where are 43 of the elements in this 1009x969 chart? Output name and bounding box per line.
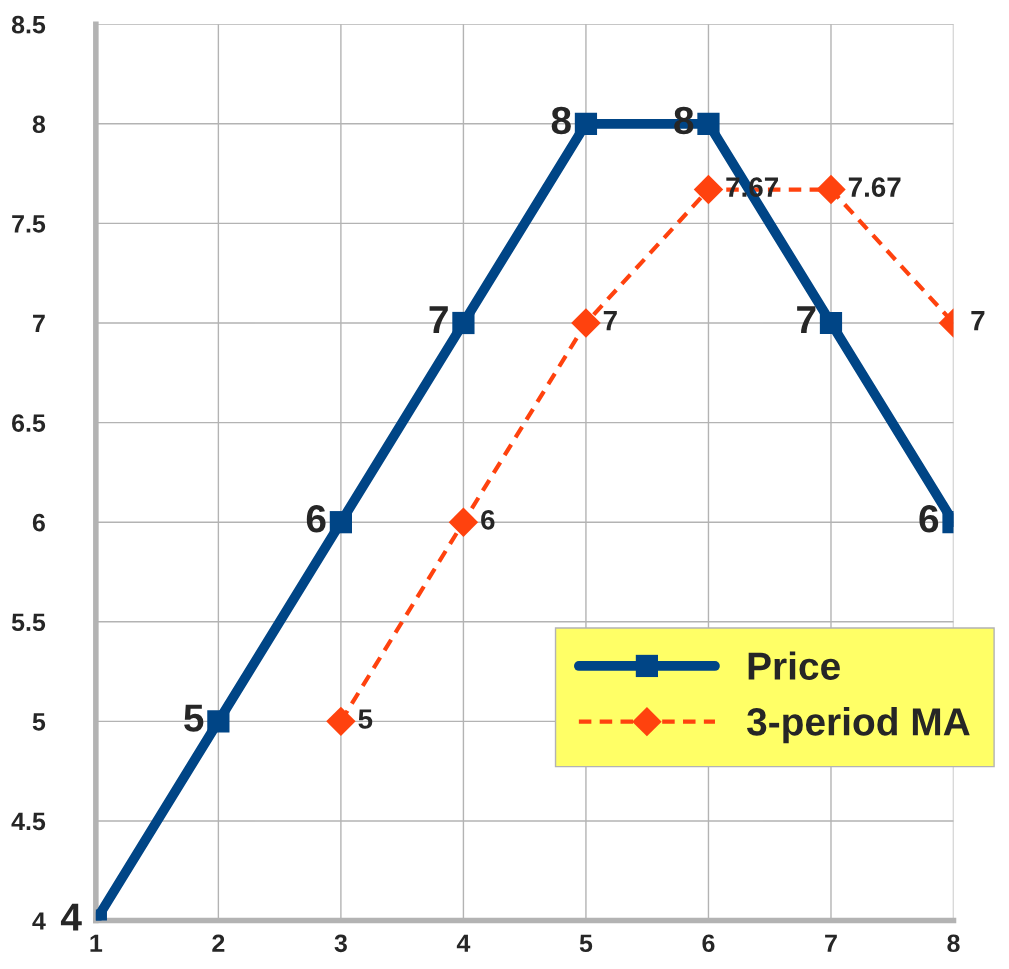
data-label: 8 — [551, 106, 571, 135]
y-tick-label: 7.5 — [12, 215, 46, 233]
x-tick-label: 5 — [579, 934, 593, 953]
y-tick-label: 4 — [32, 912, 46, 930]
point — [697, 112, 720, 135]
point — [571, 308, 601, 338]
data-label: 4 — [60, 903, 82, 931]
point — [326, 706, 356, 737]
y-tick-label: 6.5 — [12, 414, 46, 432]
legend-label: 3-period MA — [746, 707, 970, 744]
data-label: 6 — [306, 505, 326, 533]
x-tick-label: 1 — [90, 934, 103, 952]
point — [816, 174, 846, 205]
x-tick-label: 2 — [212, 934, 225, 952]
y-tick-label: 5.5 — [11, 613, 46, 632]
point — [452, 311, 475, 335]
point — [574, 112, 598, 135]
x-tick-label: 8 — [947, 934, 960, 953]
y-tick-label: 8 — [32, 115, 46, 134]
data-label: 7.67 — [848, 177, 901, 197]
y-tick-label: 8.5 — [11, 15, 46, 34]
point — [693, 174, 724, 205]
data-label: 7 — [971, 311, 985, 331]
data-label: 6 — [919, 505, 939, 533]
data-label: 7 — [429, 306, 448, 334]
x-tick-label: 7 — [825, 934, 837, 952]
x-tick-label: 6 — [702, 934, 715, 953]
point — [207, 710, 230, 733]
point — [329, 511, 353, 534]
data-label: 6 — [481, 509, 495, 530]
point — [448, 507, 479, 537]
y-tick-label: 4.5 — [11, 812, 46, 831]
x-tick-label: 3 — [334, 934, 347, 953]
legend-label: Price — [748, 651, 840, 680]
y-tick-label: 6 — [32, 513, 45, 532]
x-tick-label: 4 — [456, 934, 471, 952]
data-label: 7 — [797, 306, 816, 334]
y-tick-label: 5 — [32, 713, 46, 731]
data-label: 5 — [184, 704, 204, 732]
data-label: 5 — [358, 709, 373, 729]
y-tick-label: 7 — [33, 314, 45, 333]
data-label: 7 — [603, 311, 617, 331]
point — [819, 311, 843, 335]
